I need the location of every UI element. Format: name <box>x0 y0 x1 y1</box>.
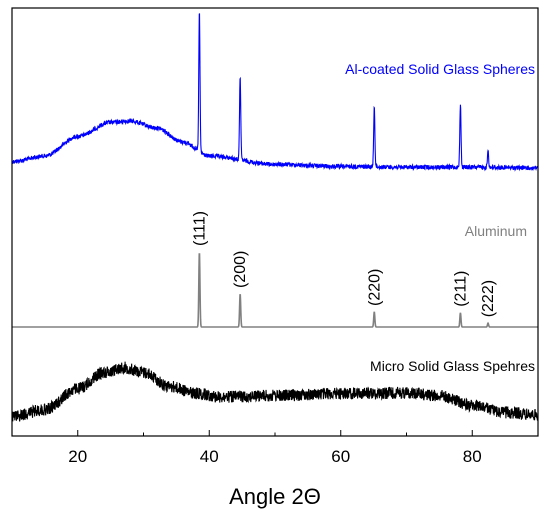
x-tick-label: 60 <box>331 447 350 466</box>
x-axis-ticks: 20 40 60 80 <box>11 430 539 466</box>
series-layer <box>11 13 539 422</box>
series-line-1 <box>11 13 539 172</box>
series-label-1: Al-coated Solid Glass Spheres <box>345 61 535 77</box>
series-line-3 <box>11 361 539 422</box>
series-label-2: Aluminum <box>465 223 527 239</box>
peak-label-1: (111) <box>191 211 208 246</box>
x-tick-label: 20 <box>68 447 87 466</box>
peak-label-4: (211) <box>452 271 469 307</box>
x-tick-label: 40 <box>200 447 219 466</box>
series-label-3: Micro Solid Glass Spehres <box>370 358 535 374</box>
series-line-2 <box>12 253 538 328</box>
labels-layer: Al-coated Solid Glass Spheres Aluminum (11… <box>191 61 535 374</box>
peak-label-5: (222) <box>480 280 497 317</box>
x-axis-label: Angle 2Θ <box>229 484 321 509</box>
peak-label-3: (220) <box>366 269 383 306</box>
peak-label-2: (200) <box>232 251 249 288</box>
x-tick-label: 80 <box>463 447 482 466</box>
